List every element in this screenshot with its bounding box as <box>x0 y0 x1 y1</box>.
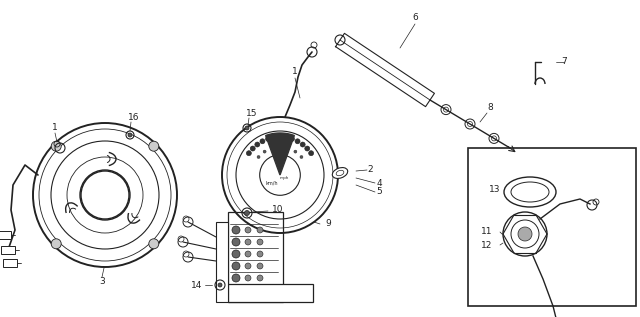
Text: 8: 8 <box>487 103 493 113</box>
Ellipse shape <box>504 177 556 207</box>
Circle shape <box>232 226 240 234</box>
Bar <box>0 231 11 239</box>
Polygon shape <box>335 33 435 107</box>
Bar <box>228 284 313 302</box>
Circle shape <box>232 238 240 246</box>
Circle shape <box>245 227 251 233</box>
Text: 15: 15 <box>246 109 258 119</box>
Text: 6: 6 <box>412 14 418 23</box>
Circle shape <box>245 275 251 281</box>
Circle shape <box>232 274 240 282</box>
Text: 11: 11 <box>481 228 493 236</box>
Ellipse shape <box>511 182 549 202</box>
Circle shape <box>148 239 159 249</box>
Circle shape <box>543 193 550 201</box>
Circle shape <box>543 183 550 191</box>
Text: 10: 10 <box>272 205 284 215</box>
Circle shape <box>232 250 240 258</box>
Circle shape <box>244 210 250 216</box>
Bar <box>468 148 636 306</box>
Bar <box>216 222 228 302</box>
Circle shape <box>51 141 61 151</box>
Circle shape <box>289 136 294 141</box>
Circle shape <box>284 135 289 140</box>
Circle shape <box>148 141 159 151</box>
Circle shape <box>518 227 532 241</box>
Circle shape <box>509 193 518 201</box>
Circle shape <box>245 239 251 245</box>
Ellipse shape <box>332 168 348 178</box>
Text: 1: 1 <box>292 68 298 76</box>
Text: km/h: km/h <box>266 180 278 185</box>
Circle shape <box>257 263 263 269</box>
Text: 1: 1 <box>52 124 58 133</box>
Text: 7: 7 <box>561 57 567 67</box>
Text: mph: mph <box>279 176 289 180</box>
Circle shape <box>271 135 276 140</box>
Circle shape <box>255 142 260 147</box>
Circle shape <box>263 150 266 153</box>
Circle shape <box>232 262 240 270</box>
Circle shape <box>278 146 282 148</box>
Circle shape <box>295 139 300 144</box>
Circle shape <box>294 150 297 153</box>
Circle shape <box>278 134 282 139</box>
Text: 3: 3 <box>99 277 105 287</box>
Text: 4: 4 <box>376 178 382 187</box>
Circle shape <box>260 139 265 144</box>
Circle shape <box>128 133 132 137</box>
Text: 16: 16 <box>128 113 140 122</box>
Circle shape <box>245 126 249 130</box>
Text: 14: 14 <box>191 281 203 289</box>
Circle shape <box>51 239 61 249</box>
Text: 2: 2 <box>367 165 373 174</box>
Circle shape <box>509 183 518 191</box>
Circle shape <box>245 263 251 269</box>
Text: 5: 5 <box>376 187 382 197</box>
Text: 9: 9 <box>325 219 331 229</box>
Circle shape <box>218 283 222 287</box>
Bar <box>3 259 17 267</box>
Circle shape <box>257 239 263 245</box>
Text: 13: 13 <box>489 185 500 195</box>
Circle shape <box>257 227 263 233</box>
Circle shape <box>300 156 303 158</box>
Circle shape <box>250 146 255 151</box>
Circle shape <box>271 147 273 150</box>
Circle shape <box>245 251 251 257</box>
Circle shape <box>305 146 310 151</box>
Bar <box>228 212 283 302</box>
Circle shape <box>287 147 289 150</box>
Ellipse shape <box>336 170 344 176</box>
Circle shape <box>257 156 260 158</box>
Bar <box>1 246 15 254</box>
Text: 12: 12 <box>481 241 493 249</box>
Circle shape <box>257 275 263 281</box>
Polygon shape <box>266 133 294 175</box>
Circle shape <box>257 251 263 257</box>
Circle shape <box>300 142 305 147</box>
Circle shape <box>266 136 271 141</box>
Circle shape <box>246 151 252 156</box>
Circle shape <box>308 151 314 156</box>
